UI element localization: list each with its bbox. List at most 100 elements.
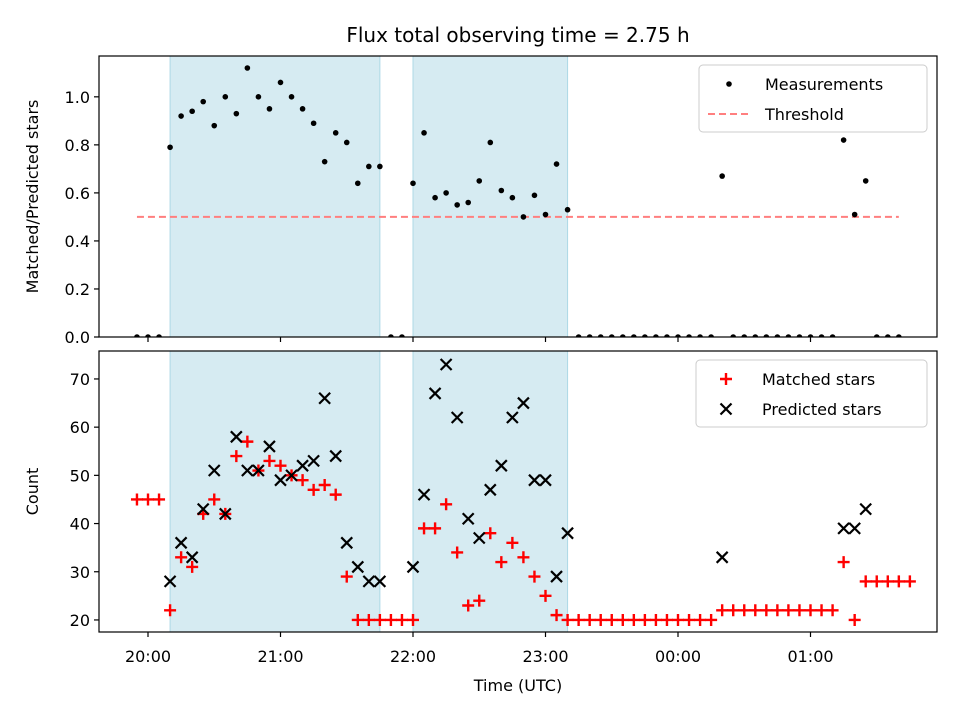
data-point xyxy=(892,575,905,588)
data-point xyxy=(164,604,177,617)
bottom-panel: 20 30 40 50 60 70 20:00 21:00 22:00 23:00 00:00 01:… xyxy=(23,350,938,666)
x-tick-label: 23:00 xyxy=(522,647,568,666)
data-point xyxy=(539,473,552,487)
data-point xyxy=(851,211,858,218)
data-point xyxy=(829,334,836,337)
data-point xyxy=(539,589,552,602)
data-point xyxy=(550,570,563,583)
legend: Measurements Threshold xyxy=(698,64,928,133)
data-point xyxy=(716,604,729,617)
data-point xyxy=(719,402,733,416)
data-point xyxy=(277,79,284,86)
x-tick-label: 21:00 xyxy=(257,647,303,666)
data-point xyxy=(531,192,538,199)
data-point xyxy=(462,599,475,612)
data-point xyxy=(296,459,309,472)
data-point xyxy=(296,474,309,487)
data-point xyxy=(395,613,408,626)
data-point xyxy=(274,459,287,472)
data-point xyxy=(439,358,453,371)
data-point xyxy=(873,334,880,337)
data-point xyxy=(631,334,637,337)
axes-frame xyxy=(98,350,938,633)
data-point xyxy=(156,334,162,337)
data-point xyxy=(407,613,419,626)
data-point xyxy=(575,334,582,337)
legend-label: Predicted stars xyxy=(762,400,882,419)
data-point xyxy=(664,334,670,337)
data-point xyxy=(255,94,262,100)
data-point xyxy=(321,158,328,165)
data-point xyxy=(564,206,571,213)
data-point xyxy=(472,531,486,545)
data-point xyxy=(332,130,339,136)
data-point xyxy=(189,108,195,115)
data-point xyxy=(520,214,527,220)
data-point xyxy=(672,613,684,626)
data-point xyxy=(362,575,376,588)
data-point xyxy=(211,122,218,129)
x-axis-label: Time (UTC) xyxy=(473,676,562,695)
data-point xyxy=(266,106,273,112)
data-point xyxy=(134,334,140,337)
shaded-interval xyxy=(412,55,569,338)
data-point xyxy=(421,130,427,136)
data-point xyxy=(340,536,354,550)
data-point xyxy=(608,334,615,337)
y-tick-label: 1.0 xyxy=(65,88,90,107)
data-point xyxy=(749,604,762,617)
data-point xyxy=(310,120,317,127)
data-point xyxy=(697,334,703,337)
data-point xyxy=(399,334,405,337)
data-point xyxy=(771,604,784,617)
legend: Matched stars Predicted stars xyxy=(695,359,928,428)
data-point xyxy=(484,527,497,540)
data-point xyxy=(597,334,604,337)
data-point xyxy=(708,334,714,337)
data-point xyxy=(329,488,342,501)
axes-frame xyxy=(98,55,938,338)
data-point xyxy=(840,137,847,143)
legend-label: Threshold xyxy=(764,105,844,124)
data-point xyxy=(167,144,173,151)
shaded-interval xyxy=(169,350,381,633)
data-point xyxy=(561,526,574,540)
data-point xyxy=(354,180,361,187)
data-point xyxy=(388,334,394,337)
data-point xyxy=(884,334,891,337)
data-point xyxy=(807,334,814,337)
y-tick-label: 50 xyxy=(70,466,90,485)
data-point xyxy=(506,536,519,549)
data-point xyxy=(837,522,850,535)
data-point xyxy=(719,173,725,179)
data-point xyxy=(619,334,626,337)
data-point xyxy=(473,594,486,607)
x-tick-label: 20:00 xyxy=(125,647,171,666)
data-point xyxy=(586,334,593,337)
data-point xyxy=(461,512,475,526)
data-point xyxy=(340,570,353,583)
data-point xyxy=(848,613,861,626)
data-point xyxy=(694,613,707,626)
data-point xyxy=(715,551,729,564)
data-point xyxy=(351,560,365,574)
data-point xyxy=(285,469,298,482)
data-point xyxy=(542,211,549,218)
legend-box xyxy=(695,359,928,428)
data-point xyxy=(815,604,828,617)
data-point xyxy=(627,613,640,626)
data-point xyxy=(638,613,651,626)
data-point xyxy=(528,473,541,487)
data-point xyxy=(241,435,254,448)
data-point xyxy=(653,334,659,337)
data-point xyxy=(495,556,508,569)
data-point xyxy=(288,94,295,100)
data-point xyxy=(362,613,375,626)
data-point xyxy=(384,613,397,626)
data-point xyxy=(454,202,460,208)
data-point xyxy=(233,110,240,117)
data-point xyxy=(561,613,574,626)
data-point xyxy=(318,478,331,491)
data-point xyxy=(594,613,607,626)
